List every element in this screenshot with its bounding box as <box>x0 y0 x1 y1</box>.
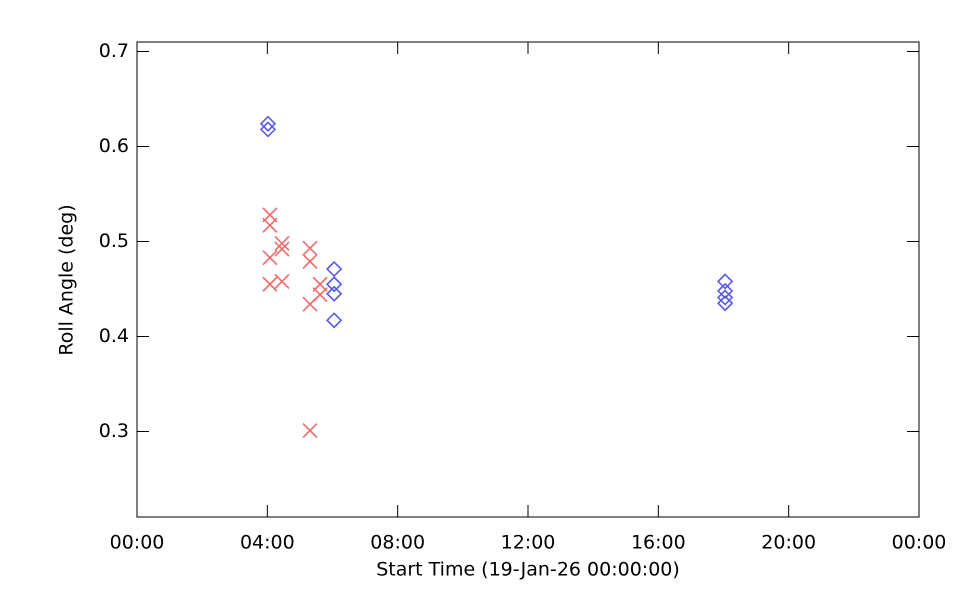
point <box>259 115 277 132</box>
point <box>302 240 318 256</box>
point <box>262 276 278 292</box>
x-tick-label: 08:00 <box>370 532 425 554</box>
point <box>259 121 277 138</box>
point <box>716 295 734 312</box>
point <box>325 285 343 302</box>
point <box>262 250 278 266</box>
x-tick-label: 16:00 <box>631 532 686 554</box>
x-tick-label: 00:00 <box>892 532 947 554</box>
point <box>325 312 343 329</box>
y-tick-label: 0.5 <box>99 230 129 252</box>
y-axis-label: Roll Angle (deg) <box>56 204 78 355</box>
point <box>325 276 343 293</box>
point <box>716 282 734 300</box>
x-tick-label: 04:00 <box>240 532 295 554</box>
y-tick-label: 0.4 <box>99 325 129 347</box>
point <box>274 241 290 257</box>
point <box>262 217 278 233</box>
point <box>302 422 318 439</box>
x-tick-label: 12:00 <box>501 532 556 554</box>
point <box>325 260 343 278</box>
point <box>302 253 318 270</box>
point <box>716 289 734 306</box>
y-tick-label: 0.6 <box>99 135 129 157</box>
point <box>312 287 328 303</box>
y-tick-label: 0.3 <box>99 420 129 442</box>
x-tick-label: 00:00 <box>110 532 165 554</box>
point <box>716 273 734 290</box>
plot-frame <box>136 41 920 518</box>
point <box>274 273 290 289</box>
x-tick-label: 20:00 <box>761 532 816 554</box>
point <box>274 235 290 251</box>
y-tick-label: 0.7 <box>99 40 129 62</box>
x-axis-label: Start Time (19-Jan-26 00:00:00) <box>376 559 680 581</box>
